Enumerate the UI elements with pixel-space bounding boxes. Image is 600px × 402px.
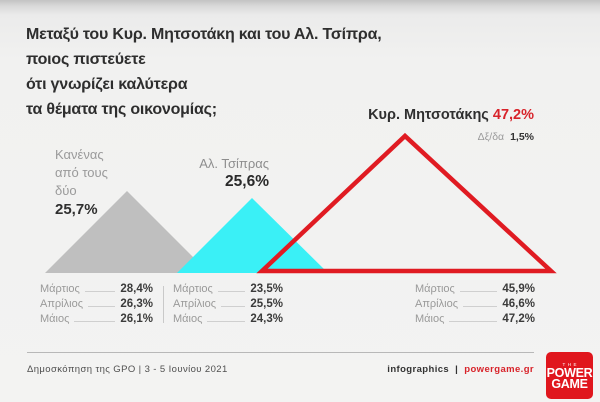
dont-know-text: Δξ/δα: [477, 131, 505, 143]
leader-line: [207, 313, 246, 322]
table-divider: [163, 286, 164, 323]
table-row: Απρίλιος 46,6%: [415, 298, 535, 313]
month-value: 26,3%: [120, 298, 153, 310]
month-label: Μάρτιος: [40, 283, 80, 295]
neither-triangle: [45, 191, 209, 273]
month-label: Μάιος: [40, 313, 70, 325]
table-row: Μάιος 24,3%: [173, 313, 283, 328]
poll-source: Δημοσκόπηση της GPO | 3 - 5 Ιουνίου 2021: [27, 364, 228, 375]
month-label: Μάρτιος: [173, 283, 213, 295]
leader-line: [221, 298, 246, 307]
logo-power: POWER: [546, 365, 593, 380]
tsipras-label: Αλ. Τσίπρας 25,6%: [199, 155, 269, 191]
mitsotakis-label: Κυρ. Μητσοτάκης 47,2%: [368, 107, 534, 123]
table-row: Μάρτιος 28,4%: [40, 283, 153, 298]
powergame-link[interactable]: powergame.gr: [464, 364, 534, 375]
month-value: 45,9%: [502, 283, 535, 295]
credit-separator: |: [455, 364, 459, 375]
tsipras-value: 25,6%: [225, 173, 269, 190]
month-value: 25,5%: [250, 298, 283, 310]
month-value: 47,2%: [502, 313, 535, 325]
neither-label: Κανένας από τους δύο 25,7%: [55, 146, 108, 219]
table-row: Μάρτιος 45,9%: [415, 283, 535, 298]
tsipras-monthly-table: Μάρτιος 23,5% Απρίλιος 25,5% Μάιος 24,3%: [173, 283, 283, 328]
powergame-logo: THE POWER GAME: [546, 352, 593, 399]
title-line-1: Μεταξύ του Κυρ. Μητσοτάκη και του Αλ. Τσ…: [26, 26, 382, 43]
title-line-4: τα θέματα της οικονομίας;: [26, 101, 217, 118]
leader-line: [459, 283, 498, 292]
logo-the: THE: [562, 361, 579, 367]
mitsotakis-monthly-table: Μάρτιος 45,9% Απρίλιος 46,6% Μάιος 47,2%: [415, 283, 535, 328]
month-value: 46,6%: [502, 298, 535, 310]
neither-line-1: Κανένας: [55, 147, 104, 162]
leader-line: [463, 298, 498, 307]
tsipras-name: Αλ. Τσίπρας: [199, 156, 269, 171]
leader-line: [449, 313, 498, 322]
footer-credit: infographics | powergame.gr: [387, 364, 534, 375]
mitsotakis-name: Κυρ. Μητσοτάκης: [368, 107, 489, 123]
footer-divider: [27, 352, 534, 353]
month-label: Απρίλιος: [173, 298, 216, 310]
leader-line: [217, 283, 246, 292]
mitsotakis-triangle-outline: [256, 132, 557, 274]
leader-line: [88, 298, 116, 307]
dont-know-value: 1,5%: [510, 131, 534, 143]
month-label: Μάιος: [415, 313, 445, 325]
neither-line-2: από τους: [55, 165, 108, 180]
table-row: Απρίλιος 26,3%: [40, 298, 153, 313]
month-label: Απρίλιος: [40, 298, 83, 310]
chart-title: Μεταξύ του Κυρ. Μητσοτάκη και του Αλ. Τσ…: [26, 22, 382, 122]
month-value: 23,5%: [250, 283, 283, 295]
leader-line: [84, 283, 116, 292]
neither-line-3: δύο: [55, 183, 77, 198]
table-row: Απρίλιος 25,5%: [173, 298, 283, 313]
table-row: Μάρτιος 23,5%: [173, 283, 283, 298]
mitsotakis-value: 47,2%: [492, 107, 534, 123]
month-label: Μάιος: [173, 313, 203, 325]
table-row: Μάιος 47,2%: [415, 313, 535, 328]
infographics-label: infographics: [387, 364, 450, 375]
title-line-3: ότι γνωρίζει καλύτερα: [26, 76, 188, 93]
neither-monthly-table: Μάρτιος 28,4% Απρίλιος 26,3% Μάιος 26,1%: [40, 283, 153, 328]
dont-know-label: Δξ/δα 1,5%: [478, 131, 534, 143]
tsipras-triangle: [177, 198, 328, 273]
logo-game: GAME: [551, 376, 588, 391]
month-label: Απρίλιος: [415, 298, 458, 310]
title-line-2: ποιος πιστεύετε: [26, 51, 146, 68]
neither-value: 25,7%: [55, 201, 98, 218]
leader-line: [74, 313, 116, 322]
month-label: Μάρτιος: [415, 283, 455, 295]
month-value: 26,1%: [120, 313, 153, 325]
table-row: Μάιος 26,1%: [40, 313, 153, 328]
month-value: 28,4%: [120, 283, 153, 295]
month-value: 24,3%: [250, 313, 283, 325]
